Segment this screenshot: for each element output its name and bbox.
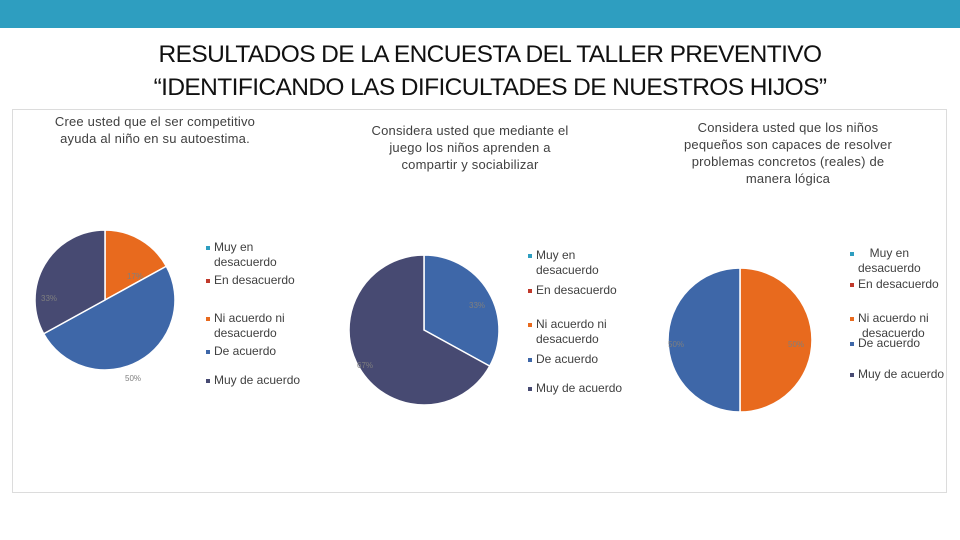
chart-title-line: compartir y sociabilizar: [401, 157, 539, 172]
legend-label: desacuerdo: [214, 326, 277, 340]
pie-data-label: 50%: [125, 374, 142, 383]
pie-data-label: 33%: [469, 301, 486, 310]
legend-swatch: [850, 317, 854, 321]
legend-label: Muy de acuerdo: [214, 373, 301, 387]
legend-label: desacuerdo: [862, 326, 925, 340]
legend-swatch: [528, 254, 532, 258]
chart-title-line: problemas concretos (reales) de: [691, 154, 885, 169]
legend-item: En desacuerdo: [850, 277, 939, 292]
pie-chart: [667, 267, 813, 413]
pie-slice-de-acuerdo: [423, 254, 500, 368]
legend-label: Muy en: [869, 246, 910, 260]
page-title: RESULTADOS DE LA ENCUESTA DEL TALLER PRE…: [0, 38, 960, 104]
legend-item: Muy en desacuerdo: [528, 248, 599, 278]
chart-title-line: manera lógica: [745, 171, 831, 186]
legend-item: Muy de acuerdo: [528, 381, 622, 396]
legend-swatch: [206, 279, 210, 283]
top-accent-bar: [0, 0, 960, 28]
legend-label: desacuerdo: [536, 332, 599, 346]
legend-label: En desacuerdo: [214, 273, 295, 287]
legend-item: De acuerdo: [528, 352, 598, 367]
legend-swatch: [206, 317, 210, 321]
chart-title-line: juego los niños aprenden a: [389, 140, 551, 155]
legend-swatch: [850, 252, 854, 256]
pie-slice-ni-acuerdo-ni-desacuerdo: [739, 267, 813, 413]
charts-panel: [12, 109, 947, 493]
legend-label: Ni acuerdo ni: [214, 311, 285, 325]
page-title-line-1: RESULTADOS DE LA ENCUESTA DEL TALLER PRE…: [158, 41, 823, 68]
pie-slice-de-acuerdo: [42, 265, 176, 371]
legend-swatch: [206, 379, 210, 383]
pie-chart: [348, 254, 500, 406]
chart-title: Considera usted que los niños pequeños so…: [668, 119, 908, 187]
legend-item: Ni acuerdo ni desacuerdo: [850, 311, 929, 341]
legend-label: desacuerdo: [536, 263, 599, 277]
pie-chart: [34, 229, 176, 371]
pie-slice-ni-acuerdo-ni-desacuerdo: [104, 229, 168, 302]
legend-label: Muy en: [536, 248, 576, 262]
pie-data-label: 67%: [357, 361, 374, 370]
legend-label: Ni acuerdo ni: [536, 317, 607, 331]
legend-item: Muy en desacuerdo: [206, 240, 277, 270]
legend-label: En desacuerdo: [858, 277, 939, 291]
pie-data-label: 50%: [788, 340, 805, 349]
legend-swatch: [850, 283, 854, 287]
legend-item: Muy en desacuerdo: [850, 246, 921, 276]
pie-slice-muy-de-acuerdo: [34, 229, 106, 335]
pie-data-label: 17%: [127, 272, 144, 281]
legend-item: De acuerdo: [206, 344, 276, 359]
legend-swatch: [850, 373, 854, 377]
chart-title-line: pequeños son capaces de resolver: [683, 137, 893, 152]
legend-item: Muy de acuerdo: [206, 373, 300, 388]
legend-label: Muy de acuerdo: [858, 367, 945, 381]
legend-swatch: [528, 358, 532, 362]
pie-slice-de-acuerdo: [667, 267, 741, 413]
pie-data-label: 50%: [668, 340, 685, 349]
legend-item: Muy de acuerdo: [850, 367, 944, 382]
legend-item: Ni acuerdo ni desacuerdo: [206, 311, 285, 341]
chart-title-line: Considera usted que mediante el: [371, 123, 569, 138]
legend-swatch: [850, 342, 854, 346]
pie-data-label: 33%: [41, 294, 58, 303]
legend-item: De acuerdo: [850, 336, 920, 351]
legend-label: Muy en: [214, 240, 254, 254]
legend-swatch: [528, 387, 532, 391]
legend-item: En desacuerdo: [206, 273, 295, 288]
chart-title-line: ayuda al niño en su autoestima.: [60, 131, 250, 146]
chart-title-line: Considera usted que los niños: [697, 120, 879, 135]
legend-item: En desacuerdo: [528, 283, 617, 298]
chart-title: Considera usted que mediante el juego los…: [340, 122, 600, 173]
chart-title: Cree usted que el ser competitivo ayuda a…: [30, 113, 280, 147]
legend-label: De acuerdo: [214, 344, 277, 358]
legend-label: De acuerdo: [858, 336, 921, 350]
legend-swatch: [528, 289, 532, 293]
legend-swatch: [528, 323, 532, 327]
legend-label: Ni acuerdo ni: [858, 311, 929, 325]
legend-item: Ni acuerdo ni desacuerdo: [528, 317, 607, 347]
legend-label: En desacuerdo: [536, 283, 617, 297]
chart-title-line: Cree usted que el ser competitivo: [54, 114, 256, 129]
legend-label: desacuerdo: [858, 261, 921, 275]
legend-label: De acuerdo: [536, 352, 599, 366]
pie-slice-muy-de-acuerdo: [348, 254, 491, 406]
legend-swatch: [206, 246, 210, 250]
page-title-line-2: “IDENTIFICANDO LAS DIFICULTADES DE NUEST…: [153, 74, 827, 101]
legend-label: desacuerdo: [214, 255, 277, 269]
legend-swatch: [206, 350, 210, 354]
legend-label: Muy de acuerdo: [536, 381, 623, 395]
